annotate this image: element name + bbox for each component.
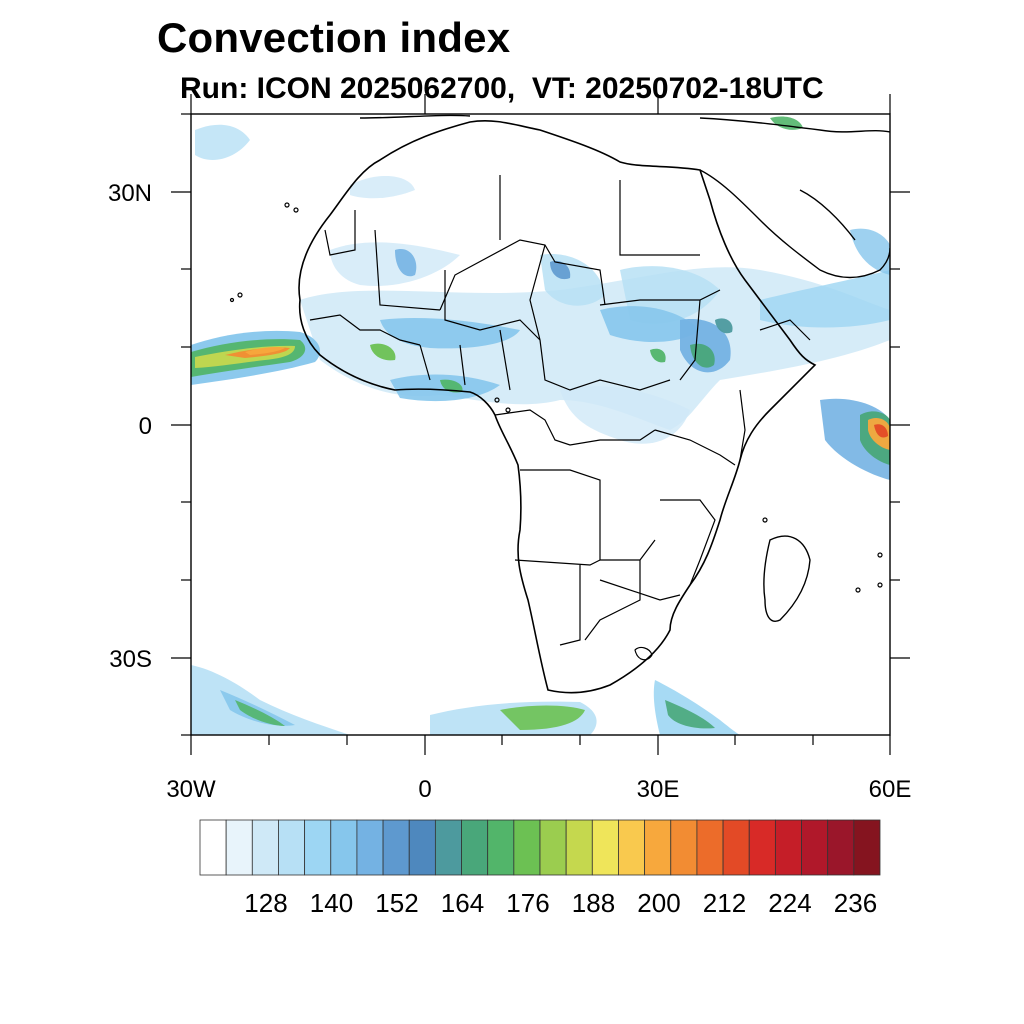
- convection-region: [380, 318, 520, 349]
- colorbar-swatch: [827, 819, 855, 876]
- convection-region: [191, 665, 350, 735]
- lat-label-0: 0: [138, 413, 152, 440]
- colorbar-tick-label: 224: [768, 888, 812, 918]
- lon-label-60e: 60E: [868, 776, 912, 803]
- convection-region: [850, 228, 890, 275]
- colorbar-swatch: [461, 819, 489, 876]
- lon-label-30w: 30W: [166, 776, 216, 803]
- colorbar-swatch: [644, 819, 672, 876]
- colorbar-tick-label: 236: [833, 888, 878, 918]
- colorbar-tick-label: 128: [244, 888, 288, 918]
- coastline: [699, 117, 890, 133]
- colorbar-tick-label: 152: [375, 888, 419, 918]
- coastline: [359, 114, 471, 119]
- coastline: [298, 120, 817, 694]
- convection-region: [600, 306, 700, 342]
- convection-region: [650, 348, 666, 363]
- colorbar-tick-label: 176: [506, 888, 550, 918]
- colorbar-swatch: [278, 819, 306, 876]
- colorbar-swatch: [591, 819, 619, 876]
- colorbar-swatch: [853, 819, 881, 876]
- lat-label-30n: 30N: [107, 180, 152, 207]
- colorbar-tick-label: 212: [702, 888, 747, 918]
- islands: [229, 202, 883, 593]
- colorbar-tick-label: 188: [571, 888, 616, 918]
- lon-label-0: 0: [418, 776, 432, 803]
- colorbar: [199, 819, 881, 876]
- country-borders: [309, 175, 811, 661]
- colorbar-swatch: [748, 819, 776, 876]
- convection-region: [245, 347, 285, 355]
- colorbar-swatch: [304, 819, 332, 876]
- convection-region: [715, 318, 733, 334]
- lat-label-30s: 30S: [109, 646, 152, 673]
- colorbar-swatch: [487, 819, 515, 876]
- convection-region: [395, 249, 417, 277]
- colorbar-swatch: [539, 819, 567, 876]
- convection-region: [220, 690, 295, 726]
- lat-ticks: [171, 113, 910, 736]
- colorbar-tick-label: 140: [309, 888, 354, 918]
- colorbar-swatch: [670, 819, 698, 876]
- colorbar-swatch: [408, 819, 436, 876]
- colorbar-swatch: [801, 819, 829, 876]
- colorbar-swatch: [696, 819, 724, 876]
- convection-region: [550, 260, 571, 280]
- convection-region: [665, 700, 715, 729]
- convection-region: [370, 343, 396, 361]
- map-title: Convection index: [157, 14, 511, 61]
- colorbar-swatch: [618, 819, 646, 876]
- convection-region: [330, 242, 460, 286]
- colorbar-swatch: [330, 819, 358, 876]
- convection-region: [500, 705, 585, 730]
- convection-region: [195, 124, 250, 160]
- colorbar-swatch: [225, 819, 253, 876]
- convection-region: [560, 386, 690, 444]
- lon-label-30e: 30E: [636, 776, 680, 803]
- plot-frame: [190, 113, 891, 736]
- colorbar-tick-label: 200: [637, 888, 681, 918]
- convection-region: [350, 175, 415, 199]
- colorbar-swatch: [434, 819, 462, 876]
- colorbar-swatch: [774, 819, 802, 876]
- convection-region: [760, 270, 890, 328]
- coastline: [763, 535, 811, 622]
- coastline: [699, 169, 890, 279]
- lon-ticks: [190, 94, 891, 755]
- convection-region: [235, 700, 285, 726]
- convection-field: [191, 114, 890, 735]
- map-subtitle: Run: ICON 2025062700, VT: 20250702-18UTC: [180, 72, 824, 105]
- colorbar-swatch: [251, 819, 279, 876]
- colorbar-swatch: [356, 819, 384, 876]
- colorbar-swatch: [513, 819, 541, 876]
- colorbar-swatch: [565, 819, 593, 876]
- colorbar-swatch: [199, 819, 227, 876]
- convection-region: [874, 424, 888, 438]
- colorbar-swatch: [722, 819, 750, 876]
- colorbar-tick-label: 164: [440, 888, 485, 918]
- colorbar-swatch: [382, 819, 410, 876]
